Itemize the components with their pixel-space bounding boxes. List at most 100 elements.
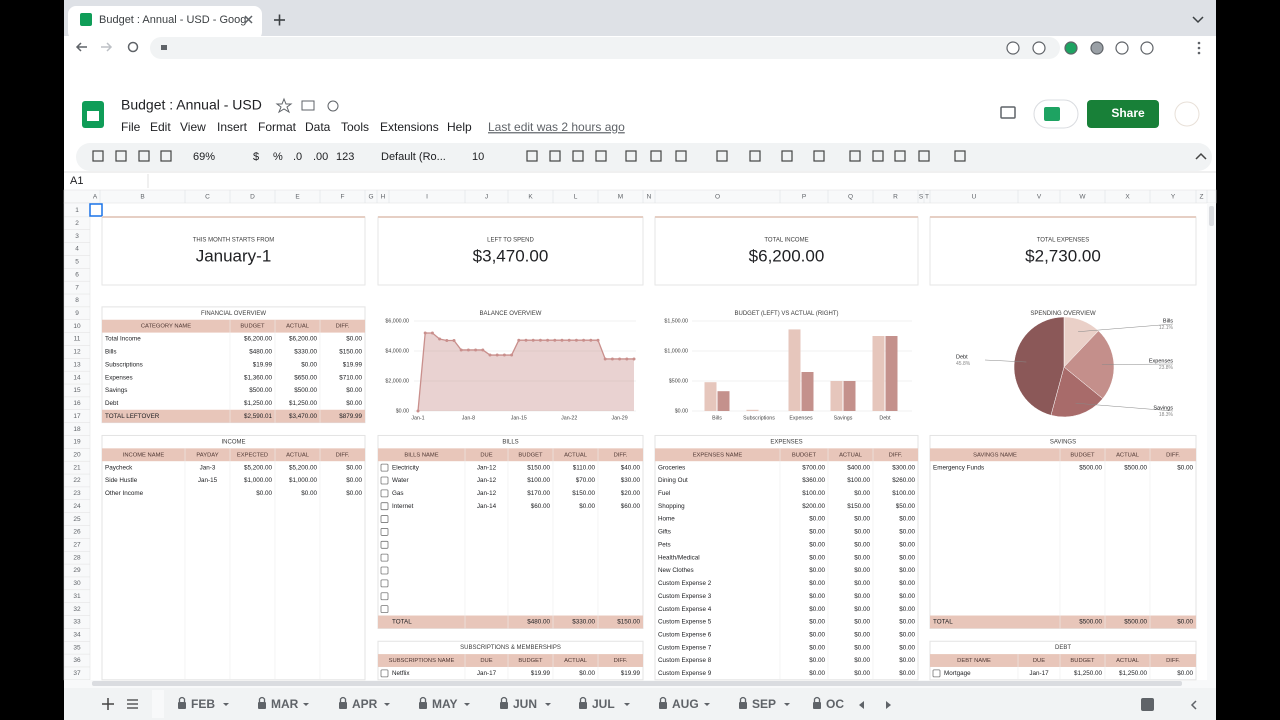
menu-item[interactable]: Format <box>258 120 297 134</box>
last-edit[interactable]: Last edit was 2 hours ago <box>488 120 625 134</box>
browser-menu[interactable] <box>1197 46 1201 50</box>
checkbox[interactable] <box>932 669 941 678</box>
comment-icon[interactable] <box>1000 106 1016 119</box>
toolbar-icon[interactable] <box>781 150 793 162</box>
star-icon[interactable] <box>275 97 293 114</box>
extension-icon[interactable] <box>1140 41 1154 55</box>
toolbar-icon[interactable] <box>954 150 966 162</box>
checkbox[interactable] <box>380 528 389 536</box>
toolbar-icon[interactable] <box>160 150 172 162</box>
checkbox[interactable] <box>380 515 389 523</box>
tab-menu[interactable] <box>624 703 630 706</box>
sheet-tab[interactable]: MAR <box>271 697 299 711</box>
collapse-toolbar[interactable] <box>1195 152 1207 160</box>
toolbar-icon[interactable] <box>650 150 662 162</box>
extension-icon[interactable] <box>1032 41 1046 55</box>
toolbar-format[interactable]: % <box>273 151 283 163</box>
sheet-tab[interactable]: MAY <box>432 697 458 711</box>
reload-button[interactable] <box>127 41 139 53</box>
zoom-select[interactable]: 69% <box>193 151 215 163</box>
tab-menu[interactable] <box>784 703 790 706</box>
scroll-left[interactable] <box>859 701 864 709</box>
toolbar-icon[interactable] <box>716 150 728 162</box>
tab-lock[interactable] <box>419 702 427 709</box>
browser-tab[interactable] <box>68 6 262 40</box>
tab-lock[interactable] <box>579 702 587 709</box>
toolbar-icon[interactable] <box>115 150 127 162</box>
tab-menu[interactable] <box>384 703 390 706</box>
explore-button[interactable] <box>1141 698 1154 711</box>
font-select[interactable]: Default (Ro... <box>381 151 446 163</box>
tab-lock[interactable] <box>659 702 667 709</box>
toolbar-icon[interactable] <box>918 150 930 162</box>
menu-item[interactable]: Edit <box>150 120 171 134</box>
toolbar-format[interactable]: .00 <box>313 151 328 163</box>
checkbox[interactable] <box>380 592 389 601</box>
sheet-tab[interactable]: APR <box>352 697 378 711</box>
toolbar-icon[interactable] <box>92 150 104 162</box>
toolbar-icon[interactable] <box>625 150 637 162</box>
tab-menu[interactable] <box>545 703 551 706</box>
checkbox[interactable] <box>380 579 389 588</box>
extension-icon[interactable] <box>1064 41 1078 55</box>
toolbar-format[interactable]: .0 <box>293 151 302 163</box>
share-label[interactable]: Share <box>1111 106 1145 120</box>
toolbar-icon[interactable] <box>526 150 538 162</box>
extension-icon[interactable] <box>1090 41 1104 55</box>
sheet-tab[interactable]: AUG <box>672 697 699 711</box>
menu-item[interactable]: Insert <box>217 120 248 134</box>
scroll-right[interactable] <box>886 701 891 709</box>
tab-menu[interactable] <box>704 703 710 706</box>
tab-lock[interactable] <box>258 702 266 709</box>
toolbar-icon[interactable] <box>872 150 884 162</box>
toolbar-format[interactable]: 123 <box>336 151 354 163</box>
browser-menu[interactable] <box>1197 51 1201 55</box>
toolbar-icon[interactable] <box>894 150 906 162</box>
tab-lock[interactable] <box>339 702 347 709</box>
tab-lock[interactable] <box>813 702 821 709</box>
tab-menu[interactable] <box>223 703 229 706</box>
menu-item[interactable]: Data <box>305 120 331 134</box>
toolbar-icon[interactable] <box>813 150 825 162</box>
browser-menu[interactable] <box>1197 41 1201 45</box>
sheet-tab[interactable]: JUL <box>592 697 615 711</box>
share-button[interactable] <box>1087 100 1159 128</box>
tab-lock[interactable] <box>178 702 186 709</box>
checkbox[interactable] <box>380 605 389 613</box>
checkbox[interactable] <box>380 489 389 498</box>
back-button[interactable] <box>75 42 87 52</box>
checkbox[interactable] <box>380 502 389 511</box>
address-bar[interactable] <box>150 37 1060 59</box>
checkbox[interactable] <box>380 540 389 549</box>
menu-item[interactable]: Tools <box>341 120 369 134</box>
menu-item[interactable]: Help <box>447 120 472 134</box>
toolbar-icon[interactable] <box>595 150 607 162</box>
checkbox[interactable] <box>380 566 389 575</box>
tab-lock[interactable] <box>500 702 508 709</box>
font-size-select[interactable]: 10 <box>472 151 484 163</box>
tab-lock[interactable] <box>739 702 747 709</box>
menu-item[interactable]: View <box>180 120 206 134</box>
tab-menu[interactable] <box>303 703 309 706</box>
toolbar-format[interactable]: $ <box>253 151 259 163</box>
checkbox[interactable] <box>380 669 389 678</box>
checkbox[interactable] <box>380 553 389 562</box>
move-icon[interactable] <box>301 100 315 111</box>
menu-item[interactable]: File <box>121 120 141 134</box>
checkbox[interactable] <box>380 476 389 485</box>
toolbar-icon[interactable] <box>675 150 687 162</box>
checkbox[interactable] <box>380 463 389 472</box>
toolbar-icon[interactable] <box>572 150 584 162</box>
toolbar-icon[interactable] <box>749 150 761 162</box>
tab-menu[interactable] <box>464 703 470 706</box>
sheet-tab[interactable]: SEP <box>752 697 776 711</box>
name-box[interactable]: A1 <box>70 175 83 187</box>
sheet-tab[interactable]: OC <box>826 697 844 711</box>
side-panel-toggle[interactable] <box>1190 700 1197 710</box>
extension-icon[interactable] <box>1115 41 1129 55</box>
sheet-tab[interactable]: FEB <box>191 697 215 711</box>
menu-item[interactable]: Extensions <box>380 120 439 134</box>
sheet-tab[interactable]: JUN <box>513 697 537 711</box>
selected-cell[interactable] <box>89 203 103 217</box>
extension-icon[interactable] <box>1006 41 1020 55</box>
